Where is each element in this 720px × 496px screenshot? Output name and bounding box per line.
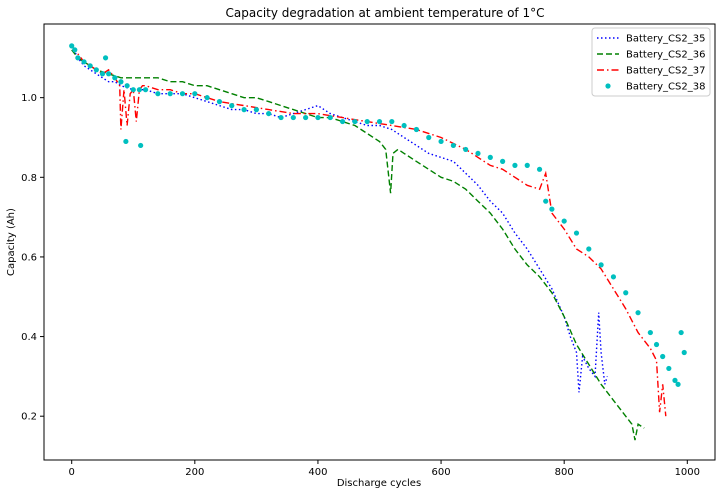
legend-label-2: Battery_CS2_37 <box>626 66 705 77</box>
series-point-3 <box>192 91 198 97</box>
series-point-3 <box>229 103 235 109</box>
series-point-3 <box>586 246 592 252</box>
series-point-3 <box>660 353 666 360</box>
series-point-3 <box>653 341 660 348</box>
series-point-3 <box>623 290 629 296</box>
series-point-3 <box>413 126 420 133</box>
series-point-3 <box>155 91 161 97</box>
legend-label-3: Battery_CS2_38 <box>626 82 705 93</box>
series-point-3 <box>106 71 112 77</box>
series-point-3 <box>475 150 481 157</box>
chart-title: Capacity degradation at ambient temperat… <box>226 6 545 20</box>
x-axis-label: Discharge cycles <box>337 478 421 489</box>
series-point-3 <box>266 110 272 117</box>
series-point-3 <box>81 59 87 65</box>
series-point-3 <box>124 83 130 89</box>
series-point-3 <box>500 158 506 164</box>
series-point-3 <box>389 118 395 125</box>
series-point-3 <box>75 55 81 61</box>
series-point-3 <box>678 329 684 336</box>
x-tick-label: 600 <box>432 467 451 478</box>
x-tick-label: 200 <box>185 467 204 478</box>
series-point-3 <box>112 75 118 81</box>
y-tick-label: 0.2 <box>21 412 37 423</box>
series-point-3 <box>401 122 407 129</box>
y-tick-label: 0.8 <box>21 173 37 184</box>
series-point-3 <box>72 47 78 53</box>
series-point-3 <box>635 310 641 316</box>
series-point-3 <box>426 134 432 141</box>
series-point-3 <box>666 365 672 372</box>
series-point-3 <box>278 114 284 121</box>
series-point-3 <box>102 55 109 61</box>
series-line-1 <box>71 49 645 441</box>
legend-label-1: Battery_CS2_36 <box>626 50 705 61</box>
series-point-3 <box>142 87 149 93</box>
series-point-3 <box>610 274 617 280</box>
y-axis-ticks: 0.2 0.4 0.6 0.8 1.0 <box>21 93 44 423</box>
series-point-3 <box>315 114 321 121</box>
series-point-3 <box>364 118 370 125</box>
series-point-3 <box>118 79 124 85</box>
series-point-3 <box>93 67 99 73</box>
y-tick-label: 0.4 <box>21 332 37 343</box>
series-point-3 <box>561 218 567 224</box>
series-point-3 <box>536 166 543 172</box>
plot-frame <box>43 23 716 461</box>
series-point-3 <box>339 118 346 125</box>
series-point-3 <box>543 198 549 204</box>
series-point-3 <box>598 262 604 268</box>
series-point-3 <box>573 230 580 236</box>
legend-label-0: Battery_CS2_35 <box>626 34 705 45</box>
series-point-3 <box>327 114 333 121</box>
series-point-3 <box>123 138 129 145</box>
series-layer <box>69 43 687 441</box>
y-tick-label: 0.6 <box>21 252 37 263</box>
series-point-3 <box>99 71 106 77</box>
series-point-3 <box>512 162 518 168</box>
x-axis-ticks: 0 200 400 600 800 1000 <box>69 460 700 478</box>
x-tick-label: 400 <box>308 467 327 478</box>
series-point-3 <box>253 107 259 113</box>
series-point-3 <box>290 114 296 121</box>
series-point-3 <box>130 87 136 93</box>
series-point-3 <box>216 99 223 105</box>
series-point-3 <box>87 63 93 69</box>
series-point-3 <box>438 138 444 145</box>
series-point-3 <box>524 162 530 168</box>
series-point-3 <box>450 142 456 149</box>
series-line-2 <box>71 45 667 417</box>
series-point-3 <box>549 206 555 212</box>
legend-box <box>591 27 711 97</box>
series-point-3 <box>487 154 493 160</box>
series-point-3 <box>303 114 309 121</box>
series-point-3 <box>241 107 247 113</box>
series-point-3 <box>179 91 186 97</box>
legend: Battery_CS2_35 Battery_CS2_36 Battery_CS2_… <box>591 27 711 97</box>
y-axis-label: Capacity (Ah) <box>6 208 17 276</box>
y-tick-label: 1.0 <box>21 93 37 104</box>
series-point-3 <box>167 91 173 97</box>
x-tick-label: 800 <box>555 467 574 478</box>
x-tick-label: 1000 <box>675 467 700 478</box>
series-point-3 <box>204 95 210 101</box>
legend-marker-3 <box>605 83 611 89</box>
series-point-3 <box>376 118 383 125</box>
series-point-3 <box>136 87 143 93</box>
series-point-3 <box>463 146 469 153</box>
plot-area <box>43 23 716 461</box>
series-line-0 <box>71 45 608 393</box>
series-point-3 <box>647 329 653 336</box>
series-point-3 <box>675 381 681 387</box>
series-point-3 <box>138 142 144 149</box>
series-point-3 <box>352 118 358 125</box>
series-point-3 <box>69 43 75 49</box>
x-tick-label: 0 <box>69 467 75 478</box>
series-point-3 <box>672 377 678 383</box>
series-point-3 <box>681 349 687 356</box>
